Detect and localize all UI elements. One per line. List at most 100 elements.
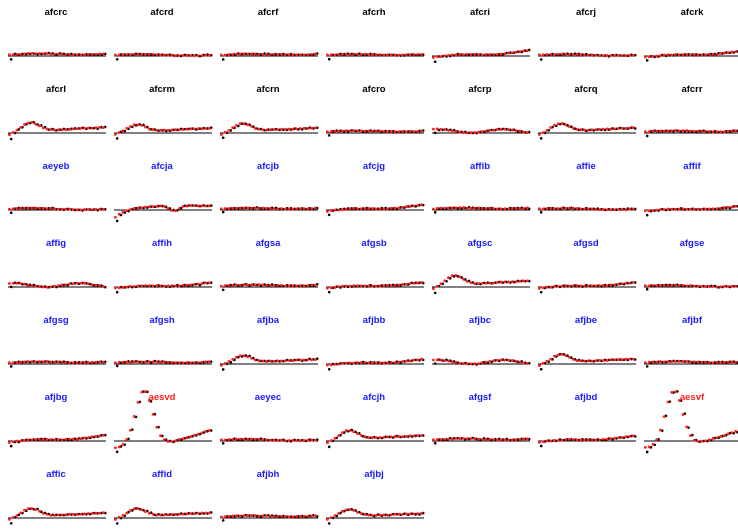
fitted-point [707, 130, 711, 133]
observed-point [539, 210, 543, 214]
fitted-point [356, 129, 359, 133]
fitted-point [196, 127, 200, 131]
fitted-point [242, 283, 246, 287]
fitted-point [348, 508, 352, 511]
fitted-point [522, 279, 526, 283]
fitted-point [674, 128, 677, 132]
fitted-point [253, 283, 257, 287]
fitted-point [681, 283, 685, 287]
fitted-point [272, 514, 276, 518]
fitted-point [568, 355, 571, 359]
fitted-point [662, 415, 666, 419]
fitted-point [49, 513, 53, 517]
fitted-point [700, 53, 704, 57]
fitted-point [616, 207, 620, 211]
fitted-point [242, 206, 246, 210]
fitted-point [408, 129, 412, 133]
fitted-point [670, 284, 674, 287]
fitted-point [204, 360, 208, 364]
fitted-point [204, 53, 208, 57]
fitted-point [192, 204, 196, 208]
fitted-point [386, 130, 389, 134]
fitted-point [541, 361, 545, 365]
fitted-point [704, 207, 707, 211]
fitted-point [704, 439, 707, 443]
fitted-point [374, 284, 378, 288]
fitted-point [416, 52, 420, 56]
fitted-point [90, 126, 94, 130]
fitted-point [53, 52, 56, 56]
fitted-point [450, 437, 454, 441]
fitted-point [692, 207, 696, 211]
fitted-point [707, 285, 711, 288]
fitted-point [208, 126, 211, 130]
fitted-point [670, 53, 674, 57]
panel-title: afcjb [257, 161, 279, 172]
fitted-point [242, 122, 246, 126]
fitted-point [435, 358, 439, 362]
fitted-point [79, 437, 83, 441]
fitted-point [443, 437, 447, 441]
fitted-point [356, 207, 359, 211]
fitted-point [235, 52, 238, 56]
observed-point [221, 58, 225, 61]
fitted-point [117, 360, 121, 364]
fitted-point [685, 129, 689, 132]
fitted-point [560, 438, 564, 442]
fitted-point [447, 437, 450, 441]
fitted-point [644, 446, 647, 449]
fitted-point [374, 53, 378, 57]
fitted-point [616, 54, 620, 57]
fitted-point [435, 127, 439, 131]
fitted-point [333, 286, 337, 289]
fitted-point [616, 436, 620, 440]
fitted-point [333, 53, 337, 57]
fitted-point [484, 437, 488, 441]
fitted-point [114, 286, 117, 290]
fitted-point [136, 400, 140, 404]
fitted-point [310, 358, 314, 362]
fitted-point [704, 53, 707, 57]
fitted-point [579, 438, 583, 442]
fitted-point [272, 207, 276, 211]
fitted-point [707, 52, 711, 56]
fitted-point [302, 53, 306, 57]
observed-point [645, 365, 649, 368]
panel-title: aeyec [255, 392, 281, 403]
fitted-point [454, 360, 458, 364]
fitted-point [367, 207, 371, 210]
fitted-point [677, 399, 681, 402]
fitted-point [151, 205, 155, 208]
fitted-point [443, 54, 447, 58]
fitted-point [492, 438, 495, 442]
fitted-point [416, 358, 420, 362]
fitted-point [298, 439, 302, 443]
fitted-point [19, 125, 23, 129]
fitted-point [140, 390, 144, 394]
panel-title: afjbg [45, 392, 68, 403]
fitted-point [632, 126, 635, 129]
fitted-point [185, 512, 189, 516]
fitted-point [220, 133, 223, 136]
fitted-point [129, 53, 132, 57]
panel-title: afcrc [45, 7, 68, 18]
fitted-point [7, 53, 11, 57]
fitted-point [458, 206, 462, 210]
fitted-point [19, 511, 23, 515]
fitted-point [711, 436, 715, 440]
fitted-point [549, 53, 553, 56]
fitted-point [447, 128, 450, 132]
fitted-point [231, 53, 235, 56]
fitted-point [696, 53, 700, 57]
fitted-point [326, 53, 329, 57]
fitted-point [174, 361, 177, 365]
fitted-point [117, 445, 121, 449]
fitted-point [465, 206, 469, 210]
fitted-point [79, 281, 83, 285]
fitted-point [23, 123, 26, 126]
fitted-point [223, 438, 227, 442]
panel-afcrc: afcrc [7, 7, 107, 61]
observed-point [9, 365, 13, 368]
fitted-point [159, 128, 162, 132]
fitted-point [439, 438, 443, 441]
